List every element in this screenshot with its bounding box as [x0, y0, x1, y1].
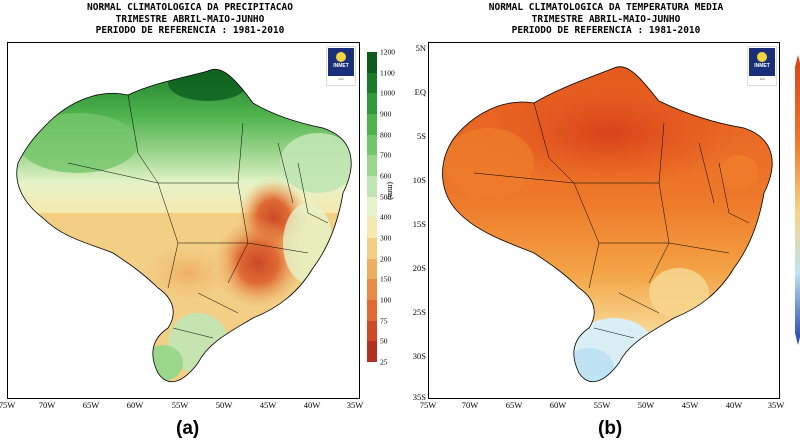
- colorbar-label: 600: [380, 171, 392, 181]
- colorbar-label: 800: [380, 130, 392, 140]
- colorbar-label: 400: [380, 212, 392, 222]
- inmet-logo-b: INMET 100: [747, 46, 777, 86]
- x-tick: 50W: [637, 400, 655, 410]
- y-tick: 35S: [412, 392, 426, 402]
- colorbar-label: 100: [380, 295, 392, 305]
- colorbar-label: 1200: [380, 47, 395, 57]
- temperature-colorbar: [795, 55, 800, 345]
- precipitation-map-svg: [16, 68, 352, 383]
- x-tick: 45W: [681, 400, 699, 410]
- state-borders-b: [473, 102, 750, 339]
- panel-b-title-line-3: PERIODO DE REFERENCIA : 1981-2010: [511, 25, 701, 36]
- brazil-outline: [16, 68, 352, 383]
- inmet-logo: INMET 100: [326, 46, 356, 86]
- colorbar-segment: [367, 341, 377, 363]
- colorbar-label: 25: [380, 357, 388, 367]
- panel-a-title-line-2: TRIMESTRE ABRIL-MAIO-JUNHO: [115, 13, 265, 25]
- x-tick: 60W: [549, 400, 567, 410]
- y-tick: 5S: [417, 131, 426, 141]
- y-tick: EQ: [414, 87, 426, 97]
- colorbar-label: 1000: [380, 88, 395, 98]
- panel-a-title-line-3: PERIODO DE REFERENCIA : 1981-2010: [95, 25, 285, 36]
- brazil-outline-b: [442, 66, 773, 383]
- panel-b-y-axis: 5N EQ 5S 10S 15S 20S 25S 30S 35S: [400, 42, 426, 402]
- x-tick: 65W: [82, 400, 100, 410]
- panel-precipitation: NORMAL CLIMATOLOGICA DA PRECIPITACAO TRI…: [0, 0, 400, 439]
- colorbar-segment: [367, 134, 377, 156]
- y-tick: 15S: [412, 219, 426, 229]
- colorbar-segment: [367, 196, 377, 218]
- precipitation-colorbar-labels: 1200 1100 1000 900 800 700 600 500 400 300 200 150 1…: [380, 48, 404, 367]
- temperature-map: INMET 100: [428, 42, 780, 399]
- x-tick: 75W: [0, 400, 16, 410]
- x-tick: 35W: [767, 400, 785, 410]
- colorbar-unit: (mm): [386, 182, 395, 200]
- colorbar-segment: [367, 52, 377, 74]
- colorbar-segment: [367, 258, 377, 280]
- x-tick: 70W: [38, 400, 56, 410]
- caption-b: (b): [598, 418, 623, 439]
- colorbar-segment: [367, 176, 377, 198]
- temperature-fill: [442, 66, 773, 382]
- y-tick: 10S: [412, 175, 426, 185]
- y-tick: 20S: [412, 263, 426, 273]
- panel-a-title-line-1: NORMAL CLIMATOLOGICA DA PRECIPITACAO: [87, 2, 293, 13]
- caption-a: (a): [176, 418, 200, 439]
- colorbar-label: 300: [380, 233, 392, 243]
- colorbar-label: 500: [380, 192, 392, 202]
- colorbar-segment: [367, 114, 377, 136]
- colorbar-segment: [367, 279, 377, 301]
- x-tick: 60W: [126, 400, 144, 410]
- colorbar-label: 900: [380, 109, 392, 119]
- colorbar-segment: [367, 93, 377, 115]
- temperature-map-svg: [442, 66, 773, 383]
- colorbar-label: 700: [380, 150, 392, 160]
- colorbar-segment: [367, 320, 377, 342]
- x-tick: 70W: [461, 400, 479, 410]
- y-tick: 30S: [412, 351, 426, 361]
- y-tick: 5N: [415, 43, 426, 53]
- logo-label: INMET: [333, 63, 349, 69]
- colorbar-label: 50: [380, 336, 388, 346]
- x-tick: 40W: [725, 400, 743, 410]
- x-tick: 55W: [171, 400, 189, 410]
- x-tick: 75W: [419, 400, 437, 410]
- colorbar-segment: [367, 72, 377, 94]
- x-tick: 55W: [593, 400, 611, 410]
- colorbar-segment: [367, 300, 377, 322]
- x-tick: 40W: [303, 400, 321, 410]
- precipitation-colorbar: [367, 52, 377, 363]
- colorbar-segment: [367, 238, 377, 260]
- logo-label-b: INMET: [754, 63, 770, 69]
- colorbar-label: 75: [380, 316, 388, 326]
- colorbar-label: 200: [380, 254, 392, 264]
- x-tick: 35W: [346, 400, 364, 410]
- panel-b-titles: NORMAL CLIMATOLOGICA DA TEMPERATURA MEDI…: [406, 2, 800, 37]
- precip-fill: [16, 69, 352, 382]
- x-tick: 45W: [259, 400, 277, 410]
- colorbar-label: 150: [380, 274, 392, 284]
- logo-number-b: 100: [759, 77, 765, 81]
- panel-a-titles: NORMAL CLIMATOLOGICA DA PRECIPITACAO TRI…: [0, 2, 390, 37]
- x-tick: 65W: [505, 400, 523, 410]
- colorbar-segment: [367, 217, 377, 239]
- colorbar-segment: [367, 155, 377, 177]
- panel-temperature: NORMAL CLIMATOLOGICA DA TEMPERATURA MEDI…: [400, 0, 800, 439]
- y-tick: 25S: [412, 307, 426, 317]
- colorbar-label: 1100: [380, 68, 395, 78]
- logo-number: 100: [338, 77, 344, 81]
- state-borders: [67, 94, 329, 339]
- x-tick: 50W: [215, 400, 233, 410]
- panel-b-title-line-1: NORMAL CLIMATOLOGICA DA TEMPERATURA MEDI…: [488, 2, 724, 13]
- precipitation-map: INMET 100: [7, 42, 360, 399]
- panel-b-title-line-2: TRIMESTRE ABRIL-MAIO-JUNHO: [531, 13, 681, 25]
